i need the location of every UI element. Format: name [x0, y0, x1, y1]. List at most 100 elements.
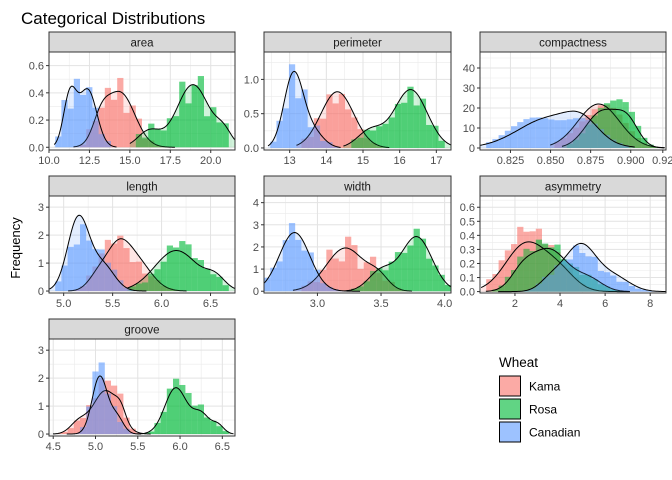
histogram-bar: [111, 406, 118, 435]
histogram-bar: [117, 235, 124, 292]
histogram-bar: [517, 256, 524, 292]
histogram-bar: [498, 135, 505, 148]
histogram-bar: [332, 289, 339, 292]
histogram-bar: [610, 275, 617, 292]
histogram-bar: [647, 290, 654, 292]
density-area-kama: [53, 390, 151, 435]
histogram-bar: [142, 282, 149, 292]
histogram-bar: [573, 118, 580, 148]
histogram-bar: [388, 117, 395, 148]
density-line-canadian: [264, 232, 361, 292]
histogram-bar: [222, 123, 229, 148]
y-tick-label: 0.0: [29, 142, 44, 154]
histogram-bar: [264, 277, 271, 292]
histogram-bar: [179, 384, 186, 435]
histogram-bar: [197, 404, 204, 435]
density-line-canadian: [66, 375, 142, 435]
density-line-canadian: [498, 242, 666, 293]
histogram-bar: [111, 269, 118, 292]
histogram-bar: [282, 240, 289, 292]
histogram-bar: [104, 393, 111, 435]
legend-label: Canadian: [529, 426, 580, 440]
histogram-bar: [566, 259, 573, 292]
density-curves: [53, 84, 235, 148]
histogram-bar: [591, 256, 598, 292]
legend-label: Rosa: [529, 403, 557, 417]
histogram-bar: [129, 433, 136, 435]
y-tick-label: 2: [38, 373, 44, 385]
histograms: [270, 64, 445, 148]
histogram-bar: [444, 284, 451, 292]
histogram-bar: [635, 125, 642, 148]
density-area-canadian: [49, 215, 147, 292]
histogram-canadian: [270, 64, 339, 148]
x-tick-label: 5.5: [105, 298, 120, 310]
histogram-bar: [523, 119, 530, 148]
histogram-bar: [210, 274, 217, 292]
histogram-bar: [401, 102, 408, 148]
x-tick-label: 17.5: [160, 155, 181, 167]
histogram-bar: [135, 283, 142, 292]
facet-asymmetry: asymmetry 2 4 6 8 0.0 0.1 0.2 0.3 0.4 0.5 0.6: [460, 175, 667, 310]
histogram-bar: [104, 87, 111, 148]
histogram-bar: [197, 260, 204, 292]
histogram-bar: [419, 98, 427, 148]
y-tick-label: 0.2: [29, 115, 44, 127]
density-line-canadian: [267, 70, 341, 148]
histogram-bar: [413, 105, 420, 148]
histogram-bar: [154, 422, 161, 435]
histogram-bar: [554, 120, 561, 148]
histogram-bar: [628, 111, 635, 148]
histogram-bar: [160, 411, 167, 435]
histogram-bar: [338, 261, 346, 292]
histogram-bar: [597, 129, 604, 148]
histogram-bar: [313, 269, 321, 292]
histogram-bar: [288, 64, 296, 148]
histogram-bar: [80, 94, 87, 148]
histogram-bar: [216, 276, 223, 292]
density-line-kama: [73, 90, 175, 148]
histogram-bar: [548, 274, 555, 292]
histogram-bar: [73, 244, 80, 292]
histogram-bar: [179, 241, 186, 292]
histogram-bar: [597, 107, 604, 148]
y-tick-label: 0.4: [460, 230, 475, 242]
density-line-kama: [296, 91, 390, 149]
histogram-bar: [61, 431, 68, 435]
histogram-bar: [585, 119, 592, 148]
x-tick-label: 0.900: [617, 155, 645, 167]
histogram-bar: [542, 276, 549, 292]
density-area-canadian: [66, 375, 142, 435]
histogram-bar: [622, 145, 629, 148]
histogram-bar: [55, 281, 62, 292]
histogram-bar: [307, 252, 314, 292]
density-line-canadian: [49, 214, 147, 292]
histogram-bar: [80, 427, 87, 435]
histogram-bar: [504, 130, 511, 148]
density-curves: [52, 375, 234, 435]
histograms: [486, 99, 660, 148]
histogram-bar: [148, 123, 155, 148]
histogram-bar: [166, 118, 173, 148]
y-tick-label: 0: [38, 286, 44, 298]
density-area-canadian: [480, 111, 635, 148]
histogram-bar: [357, 268, 364, 292]
histogram-bar: [98, 134, 105, 148]
histogram-bar: [135, 133, 142, 148]
y-tick-label: 0.5: [460, 216, 475, 228]
histogram-bar: [67, 428, 74, 435]
histogram-bar: [86, 406, 93, 435]
histogram-bar: [604, 103, 611, 148]
panel-border: [48, 195, 236, 294]
histogram-bar: [129, 286, 136, 292]
histogram-bar: [419, 238, 427, 292]
histogram-bar: [616, 143, 623, 148]
y-tick-label: 1: [38, 401, 44, 413]
histogram-canadian: [55, 78, 111, 148]
y-tick-label: 0: [38, 429, 44, 441]
histogram-bar: [376, 268, 383, 292]
x-tick-label: 3.5: [373, 298, 388, 310]
histogram-bar: [326, 249, 333, 292]
